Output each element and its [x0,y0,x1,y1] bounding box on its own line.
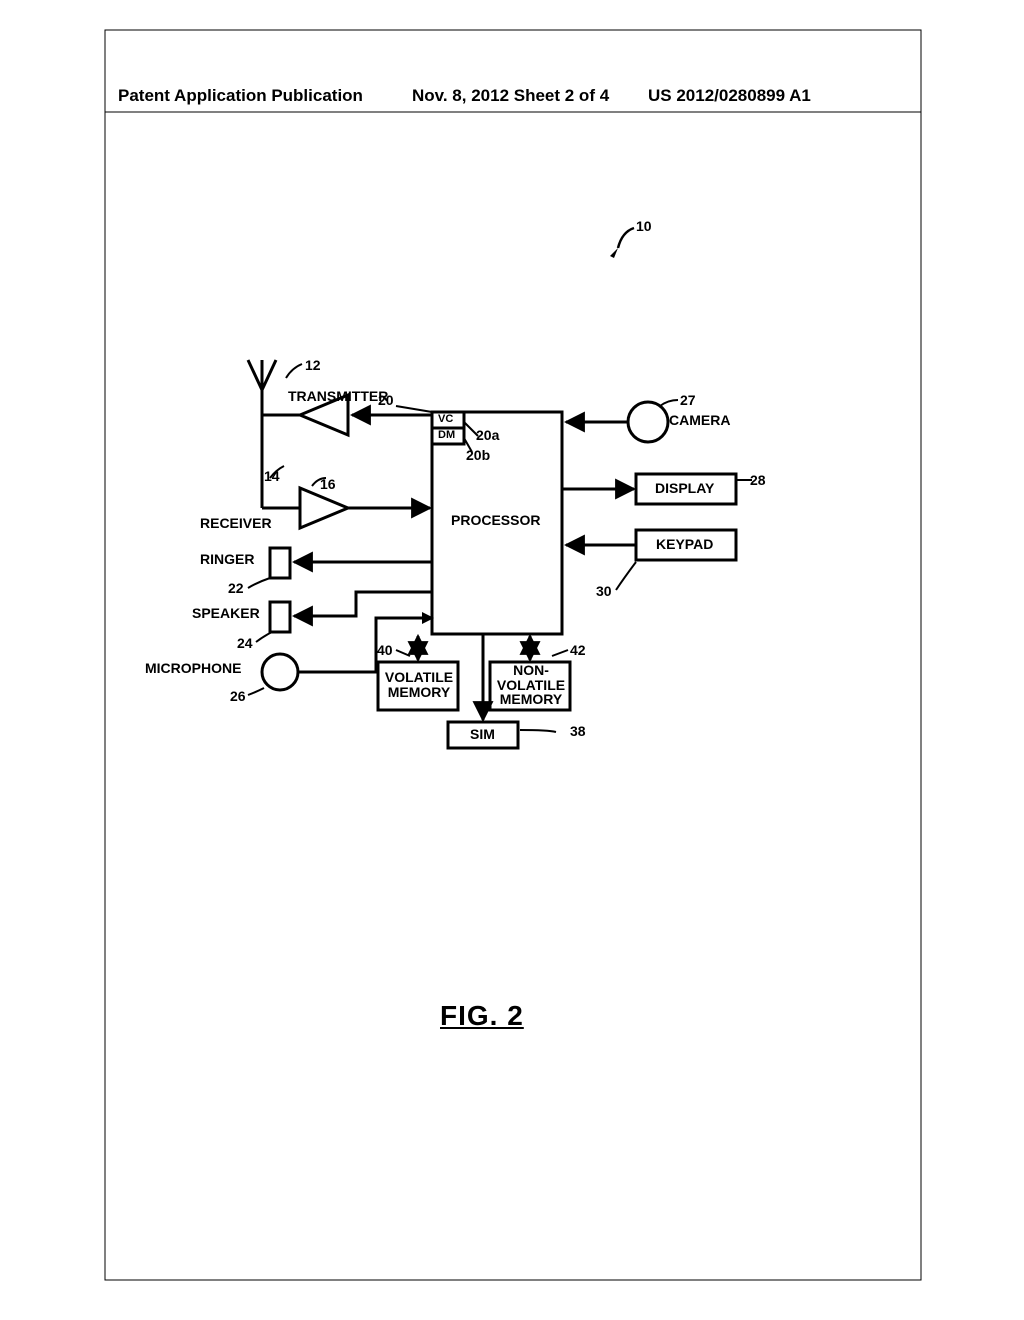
label-volmem: VOLATILE MEMORY [382,670,456,699]
ref-16: 16 [320,476,336,492]
ref-27: 27 [680,392,696,408]
label-dm: DM [438,430,455,442]
ref-26: 26 [230,688,246,704]
ref-40: 40 [377,642,393,658]
page: Patent Application Publication Nov. 8, 2… [0,0,1024,1320]
label-ringer: RINGER [200,552,254,567]
ref-42: 42 [570,642,586,658]
label-speaker: SPEAKER [192,606,260,621]
ref-30: 30 [596,583,612,599]
label-sim: SIM [470,727,495,742]
ref-12: 12 [305,357,321,373]
label-camera: CAMERA [669,413,730,428]
figure-caption: FIG. 2 [440,1000,524,1032]
label-keypad: KEYPAD [656,537,713,552]
label-display: DISPLAY [655,481,714,496]
label-nonvolmem: NON- VOLATILE MEMORY [494,663,568,707]
label-transmitter: TRANSMITTER [288,389,388,404]
ref-10: 10 [636,218,652,234]
label-processor: PROCESSOR [451,513,540,528]
ref-14: 14 [264,468,280,484]
ref-20b: 20b [466,447,490,463]
label-receiver: RECEIVER [200,516,272,531]
ref-38: 38 [570,723,586,739]
label-microphone: MICROPHONE [145,661,241,676]
ref-24: 24 [237,635,253,651]
ref-28: 28 [750,472,766,488]
ref-22: 22 [228,580,244,596]
ref-20a: 20a [476,427,499,443]
label-vc: VC [438,414,453,426]
